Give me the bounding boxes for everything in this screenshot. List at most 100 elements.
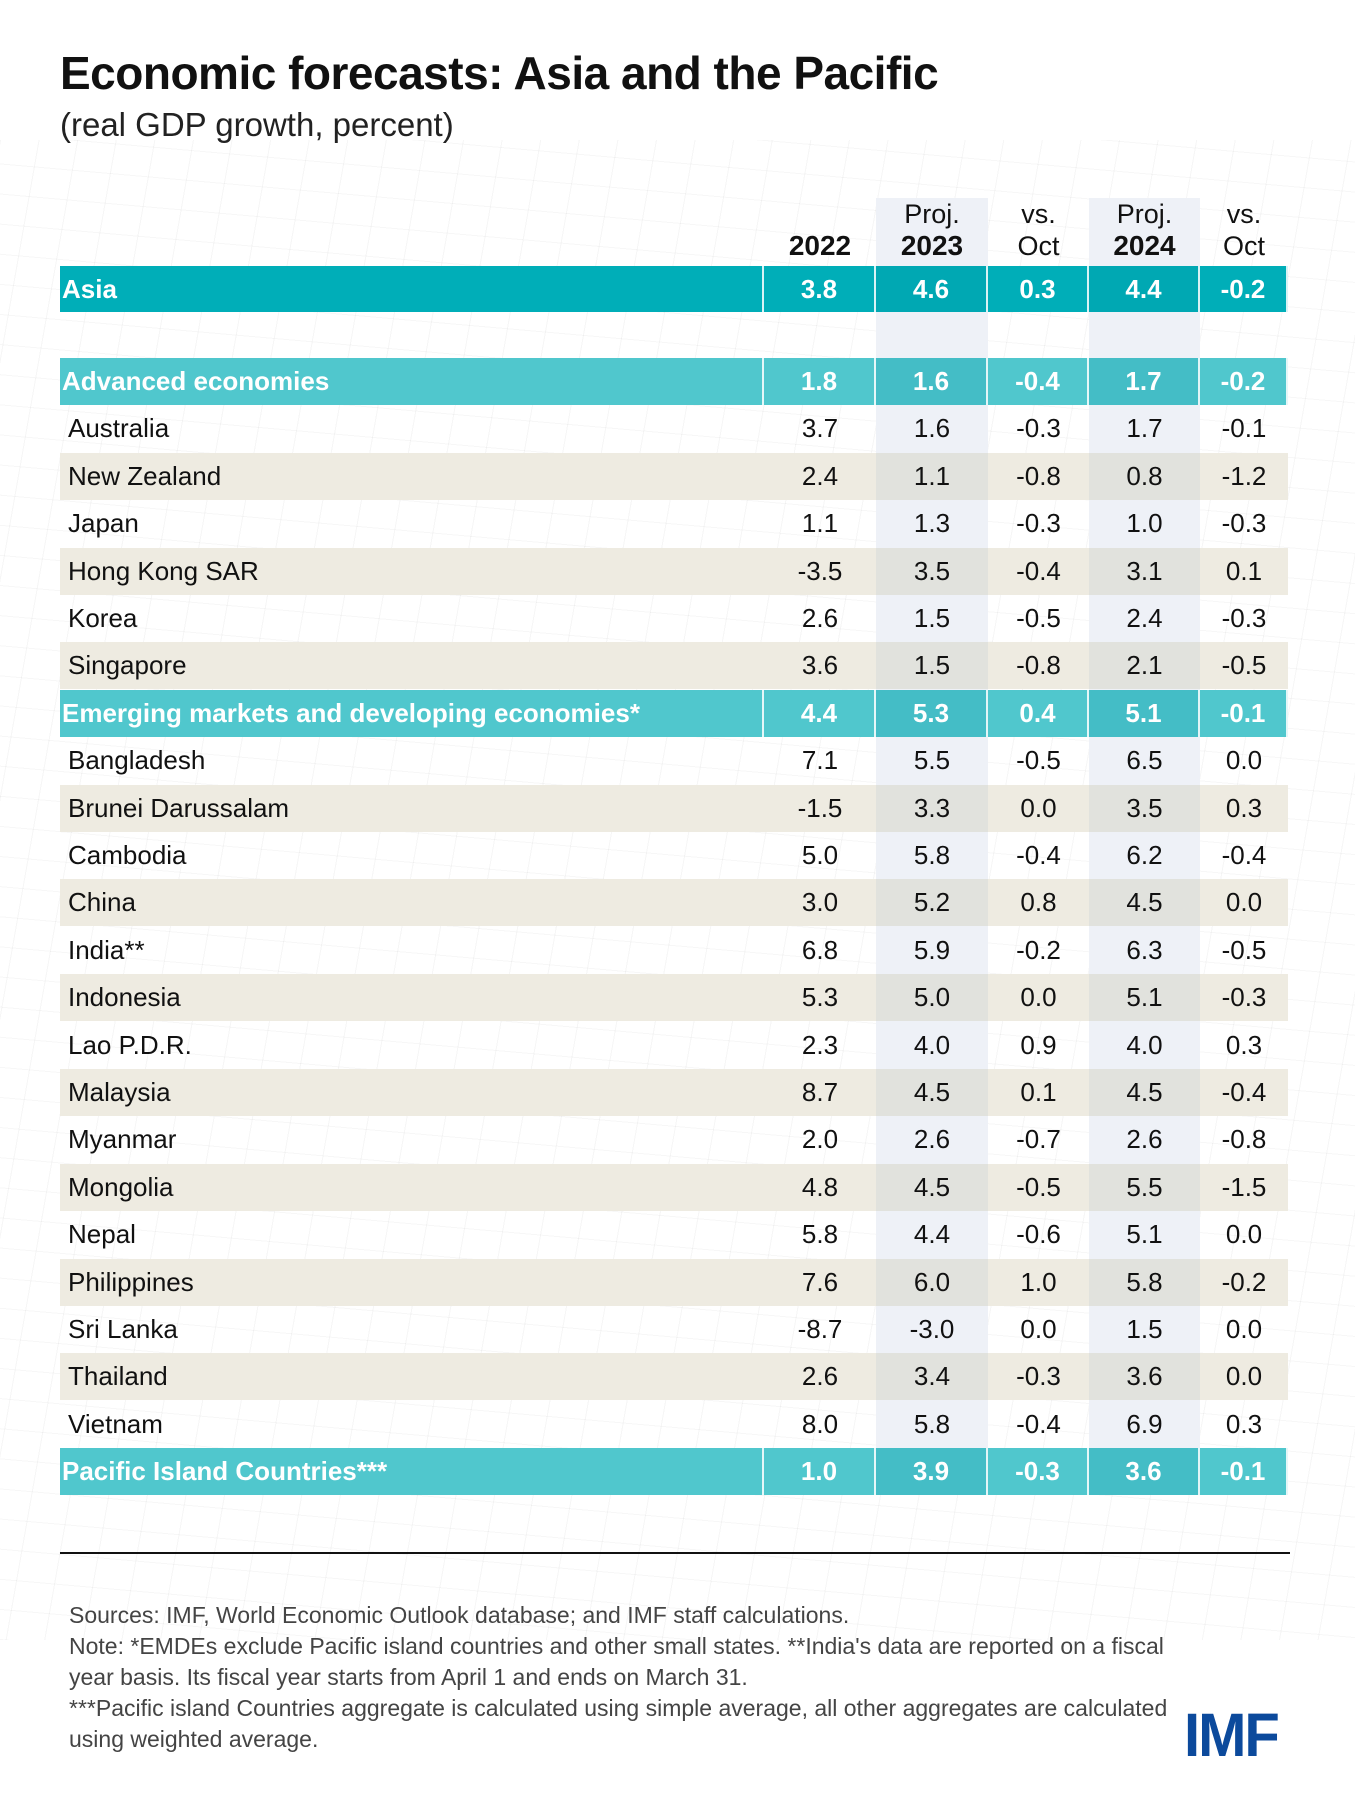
value-cell: 5.1 bbox=[1089, 1211, 1200, 1259]
value-cell: 0.0 bbox=[1020, 1314, 1057, 1344]
table-row: Japan 1.1 1.3 -0.3 1.0 -0.3 bbox=[60, 500, 1288, 548]
value-cell: -0.4 bbox=[1221, 840, 1267, 870]
value-cell: -3.0 bbox=[876, 1306, 988, 1353]
value-cell: 3.9 bbox=[876, 1448, 988, 1496]
value-cell: -0.3 bbox=[1016, 508, 1061, 539]
value-cell: 4.5 bbox=[876, 1069, 988, 1116]
column-header: 2022 bbox=[764, 198, 876, 262]
table-row: Thailand 2.6 3.4 -0.3 3.6 0.0 bbox=[60, 1353, 1288, 1401]
value-cell: 5.0 bbox=[876, 974, 988, 1022]
value-cell: 5.1 bbox=[1089, 974, 1200, 1022]
value-cell: 2.3 bbox=[801, 1029, 839, 1060]
value-cell: 4.5 bbox=[876, 1163, 988, 1211]
page-subtitle: (real GDP growth, percent) bbox=[60, 106, 454, 143]
row-label: China bbox=[68, 887, 136, 918]
value-cell: 4.4 bbox=[764, 689, 876, 737]
value-cell: 3.6 bbox=[1089, 1353, 1200, 1401]
value-cell: 0.9 bbox=[1020, 1029, 1057, 1060]
value-cell: 6.2 bbox=[1089, 832, 1200, 879]
value-cell: -0.1 bbox=[1200, 689, 1288, 737]
value-cell: -0.4 bbox=[988, 358, 1089, 405]
value-cell: -0.2 bbox=[1200, 358, 1288, 405]
value-cell: 0.0 bbox=[1020, 982, 1057, 1013]
row-label: Malaysia bbox=[68, 1077, 171, 1107]
value-cell: -0.3 bbox=[1016, 413, 1061, 444]
value-cell: 0.0 bbox=[1225, 1219, 1263, 1250]
value-cell bbox=[988, 312, 1089, 359]
value-cell: 4.8 bbox=[801, 1171, 839, 1202]
value-cell bbox=[764, 312, 876, 359]
table-row: Korea 2.6 1.5 -0.5 2.4 -0.3 bbox=[60, 595, 1288, 642]
value-cell: -0.3 bbox=[1221, 603, 1267, 633]
value-cell: 1.7 bbox=[1089, 358, 1200, 405]
value-cell: 5.1 bbox=[1089, 689, 1200, 737]
value-cell: 2.1 bbox=[1089, 642, 1200, 690]
table-row: Hong Kong SAR -3.5 3.5 -0.4 3.1 0.1 bbox=[60, 547, 1288, 595]
value-cell: -0.6 bbox=[1016, 1219, 1061, 1250]
value-cell: -0.4 bbox=[1221, 1077, 1267, 1107]
value-cell: -0.7 bbox=[1016, 1124, 1061, 1155]
value-cell: 5.0 bbox=[801, 840, 839, 870]
column-header-top: Proj. bbox=[904, 199, 960, 229]
value-cell: 6.3 bbox=[1089, 926, 1200, 974]
value-cell: 5.8 bbox=[876, 1400, 988, 1448]
value-cell: -0.8 bbox=[1221, 1124, 1267, 1155]
table-row: New Zealand 2.4 1.1 -0.8 0.8 -1.2 bbox=[60, 452, 1288, 500]
value-cell: -0.3 bbox=[1221, 982, 1267, 1013]
page-title: Economic forecasts: Asia and the Pacific bbox=[60, 47, 939, 99]
value-cell: 1.3 bbox=[876, 500, 988, 548]
row-label: Cambodia bbox=[68, 840, 187, 870]
value-cell: 0.3 bbox=[1225, 1029, 1263, 1060]
value-cell: 5.9 bbox=[876, 926, 988, 974]
sources-note: Sources: IMF, World Economic Outlook dat… bbox=[69, 1602, 850, 1628]
value-cell: 0.4 bbox=[988, 689, 1089, 737]
value-cell bbox=[1089, 312, 1200, 359]
row-label: Korea bbox=[68, 603, 138, 633]
value-cell: 5.2 bbox=[876, 879, 988, 927]
value-cell: 0.0 bbox=[1225, 887, 1263, 918]
column-header: vs. Oct bbox=[988, 198, 1089, 262]
row-label: Sri Lanka bbox=[68, 1314, 178, 1344]
row-label: Bangladesh bbox=[68, 745, 206, 776]
value-cell: 1.0 bbox=[764, 1448, 876, 1496]
column-header-top: vs. bbox=[1226, 199, 1262, 229]
value-cell: -0.2 bbox=[1221, 1266, 1267, 1297]
value-cell: 0.0 bbox=[1225, 1361, 1263, 1392]
value-cell: 1.5 bbox=[876, 595, 988, 642]
value-cell: -1.5 bbox=[1221, 1171, 1267, 1202]
spacer-row bbox=[60, 312, 1288, 359]
value-cell: 1.8 bbox=[764, 358, 876, 405]
value-cell: 3.6 bbox=[1089, 1448, 1200, 1496]
column-header-top: vs. bbox=[1021, 199, 1056, 229]
row-label: Japan bbox=[68, 508, 139, 539]
value-cell: 6.5 bbox=[1089, 737, 1200, 785]
row-label: Advanced economies bbox=[60, 358, 764, 405]
value-cell: -0.4 bbox=[1016, 840, 1061, 870]
value-cell: 1.0 bbox=[1089, 500, 1200, 548]
column-header-bottom: 2022 bbox=[788, 230, 852, 261]
value-cell: 5.8 bbox=[876, 832, 988, 879]
table-row: Philippines 7.6 6.0 1.0 5.8 -0.2 bbox=[60, 1258, 1288, 1306]
value-cell: -0.3 bbox=[1221, 508, 1267, 539]
row-label: Australia bbox=[68, 413, 170, 444]
value-cell: 2.0 bbox=[801, 1124, 839, 1155]
column-header: vs. Oct bbox=[1200, 198, 1288, 262]
footnotes: Sources: IMF, World Economic Outlook dat… bbox=[69, 1600, 1169, 1755]
value-cell: 4.4 bbox=[876, 1211, 988, 1259]
row-label: Indonesia bbox=[68, 982, 181, 1013]
table-row: Sri Lanka -8.7 -3.0 0.0 1.5 0.0 bbox=[60, 1306, 1288, 1353]
value-cell: -1.5 bbox=[797, 792, 843, 823]
value-cell: 0.3 bbox=[1225, 792, 1263, 823]
value-cell: 3.8 bbox=[764, 266, 876, 312]
pacific-note: ***Pacific island Countries aggregate is… bbox=[69, 1695, 1168, 1752]
row-label bbox=[60, 312, 764, 359]
value-cell: -0.2 bbox=[1016, 934, 1061, 965]
value-cell: -0.4 bbox=[1016, 1408, 1061, 1439]
value-cell: -0.3 bbox=[1016, 1361, 1061, 1392]
row-label: Brunei Darussalam bbox=[68, 792, 290, 823]
value-cell: 1.5 bbox=[1089, 1306, 1200, 1353]
table-row: Bangladesh 7.1 5.5 -0.5 6.5 0.0 bbox=[60, 737, 1288, 785]
value-cell: -0.2 bbox=[1200, 266, 1288, 312]
value-cell: 0.1 bbox=[1020, 1077, 1057, 1107]
value-cell: -1.2 bbox=[1221, 460, 1267, 491]
